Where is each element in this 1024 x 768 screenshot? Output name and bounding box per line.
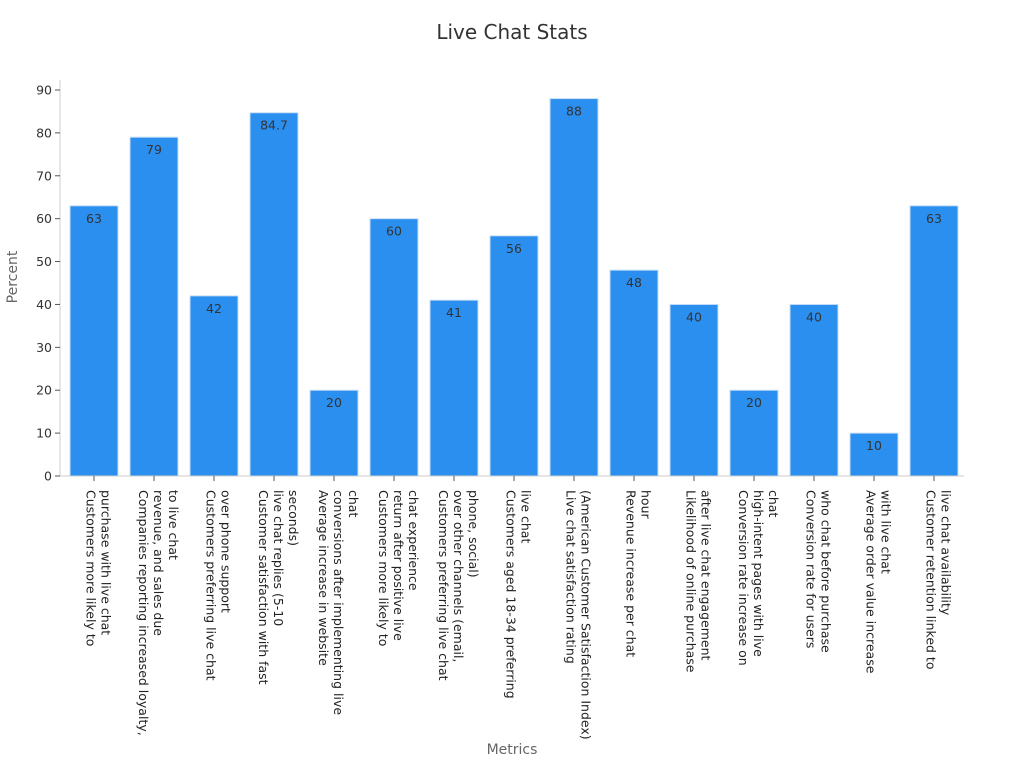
x-tick-label-line: chat — [346, 490, 361, 517]
bar — [249, 112, 299, 477]
x-tick-label-line: phone, social) — [466, 490, 481, 578]
x-tick-label-line: Conversion rate increase on — [736, 490, 751, 666]
bar — [489, 235, 539, 477]
x-tick-label: Revenue increase per chat hour — [624, 490, 654, 657]
x-tick-label-line: Likelihood of online purchase — [684, 490, 699, 673]
bar — [669, 303, 719, 477]
x-tick-label-line: Customers more likely to — [84, 490, 99, 646]
data-label: 10 — [866, 438, 882, 453]
data-label: 79 — [146, 142, 162, 157]
x-tick-label: Conversion rate for users who chat before… — [804, 490, 834, 653]
x-tick-label-line: Average order value increase — [864, 490, 879, 674]
x-axis-label: Metrics — [486, 742, 538, 758]
x-tick-label: Average increase in website conversions a… — [316, 490, 361, 715]
y-tick-label: 10 — [36, 426, 52, 441]
x-tick-label: Companies reporting increased loyalty, re… — [136, 490, 181, 736]
x-tick-label-line: live chat availability — [939, 490, 954, 616]
data-label: 40 — [806, 309, 822, 324]
data-label: 56 — [506, 241, 522, 256]
data-label: 20 — [746, 395, 762, 410]
data-label: 20 — [326, 395, 342, 410]
data-label: 63 — [86, 211, 102, 226]
data-label: 60 — [386, 224, 402, 239]
bar — [789, 303, 839, 477]
data-label: 40 — [686, 309, 702, 324]
y-tick-label: 30 — [36, 340, 52, 355]
x-tick-label-line: revenue, and sales due — [151, 490, 166, 636]
x-tick-label-line: return after positive live — [391, 490, 406, 641]
x-tick-label-line: to live chat — [166, 490, 181, 560]
x-tick-label-line: who chat before purchase — [819, 490, 834, 653]
x-tick-label-line: purchase with live chat — [99, 490, 114, 635]
x-tick-label-line: Customer retention linked to — [924, 490, 939, 670]
data-label: 42 — [206, 301, 222, 316]
y-tick-label: 80 — [36, 125, 52, 140]
bar — [129, 136, 179, 477]
x-tick-label: Average order value increase with live ch… — [864, 490, 894, 674]
bar — [429, 299, 479, 477]
x-tick-label-line: chat experience — [406, 490, 421, 591]
x-tick-label-line: chat — [766, 490, 781, 517]
x-tick-label-line: Live chat satisfaction rating — [564, 490, 579, 664]
x-tick-label: Live chat satisfaction rating (American C… — [564, 490, 594, 740]
y-tick-label: 20 — [36, 383, 52, 398]
x-tick-label-line: Revenue increase per chat — [624, 490, 639, 657]
x-tick-label-line: Customers preferring live chat — [204, 490, 219, 681]
x-tick-label: Likelihood of online purchase after live … — [684, 490, 714, 673]
y-tick-label: 90 — [36, 83, 52, 98]
x-tick-label-line: live chat — [519, 490, 534, 543]
x-tick-label-line: Customers aged 18-34 preferring — [504, 490, 519, 699]
x-tick-label-line: over phone support — [219, 490, 234, 613]
data-label: 88 — [566, 104, 582, 119]
y-tick-label: 50 — [36, 254, 52, 269]
y-tick-label: 60 — [36, 211, 52, 226]
x-tick-label: Customers more likely to purchase with li… — [84, 490, 114, 646]
bar — [909, 205, 959, 477]
x-tick-label-line: high-intent pages with live — [751, 490, 766, 657]
x-tick-label-line: Average increase in website — [316, 490, 331, 666]
y-tick-label: 70 — [36, 168, 52, 183]
x-tick-label-line: seconds) — [286, 490, 301, 546]
y-tick-label: 0 — [44, 469, 52, 484]
axes-layer: 0 10 20 30 40 50 60 70 80 90 — [36, 80, 964, 484]
bar — [729, 389, 779, 477]
x-tick-label-line: conversions after implementing live — [331, 490, 346, 715]
data-label: 48 — [626, 275, 642, 290]
x-tick-label: Customer satisfaction with fast live chat… — [256, 490, 301, 685]
x-tick-label-line: Customer satisfaction with fast — [256, 490, 271, 685]
bar — [69, 205, 119, 477]
x-tick-label-line: after live chat engagement — [699, 490, 714, 661]
x-tick-label-line: Customers preferring live chat — [436, 490, 451, 681]
x-tick-label-line: Customers more likely to — [376, 490, 391, 646]
x-tick-label: Customer retention linked to live chat av… — [924, 490, 954, 670]
x-tick-label: Customers more likely to return after pos… — [376, 490, 421, 646]
data-label: 84.7 — [260, 118, 288, 133]
x-tick-label-line: live chat replies (5-10 — [271, 490, 286, 626]
bar — [189, 295, 239, 477]
x-tick-label: Customers aged 18-34 preferring live chat — [504, 490, 534, 699]
x-tick-label-line: over other channels (email, — [451, 490, 466, 662]
x-tick-label-line: Companies reporting increased loyalty, — [136, 490, 151, 736]
y-tick-label: 40 — [36, 297, 52, 312]
x-tick-label-line: Conversion rate for users — [804, 490, 819, 648]
data-label: 41 — [446, 305, 462, 320]
x-tick-label: Conversion rate increase on high-intent p… — [736, 490, 781, 666]
x-tick-label: Customers preferring live chat over phone… — [204, 490, 234, 681]
bar — [309, 389, 359, 477]
x-tick-label-line: hour — [639, 490, 654, 519]
x-tick-label-line: (American Customer Satisfaction Index) — [579, 490, 594, 740]
bar — [609, 269, 659, 477]
data-label: 63 — [926, 211, 942, 226]
chart-title: Live Chat Stats — [436, 20, 588, 44]
bar — [549, 98, 599, 477]
bars-layer — [69, 98, 959, 477]
bar — [369, 218, 419, 477]
x-tick-label-line: with live chat — [879, 490, 894, 574]
x-tick-label: Customers preferring live chat over other… — [436, 490, 481, 681]
